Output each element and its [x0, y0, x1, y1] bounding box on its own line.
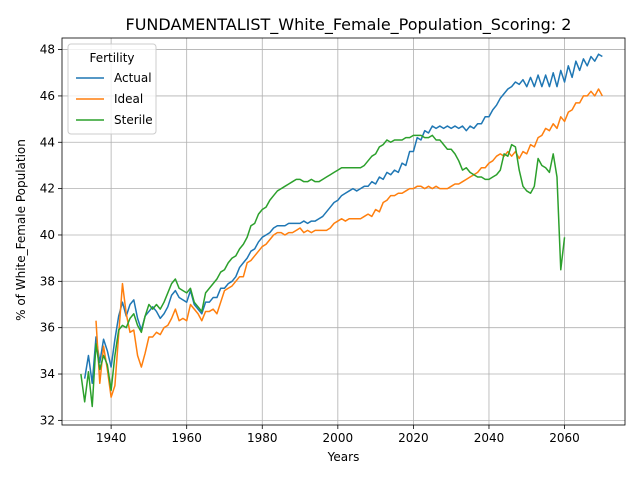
y-tick-label: 42	[40, 182, 55, 196]
series-layer	[80, 53, 603, 408]
x-tick-label: 2060	[549, 431, 580, 445]
x-tick-label: 2000	[323, 431, 354, 445]
y-tick-label: 44	[40, 135, 55, 149]
legend-label-sterile: Sterile	[114, 113, 153, 127]
x-axis-label: Years	[327, 450, 360, 464]
y-tick-label: 38	[40, 274, 55, 288]
legend: Fertility Actual Ideal Sterile	[67, 43, 157, 135]
y-tick-label: 36	[40, 321, 55, 335]
y-tick-label: 34	[40, 367, 55, 381]
x-axis-ticks: 1940 1960 1980 2000 2020 2040 2060	[96, 425, 580, 445]
legend-label-actual: Actual	[114, 71, 152, 85]
grid	[62, 38, 625, 425]
y-axis-ticks: 32 34 36 38 40 42 44 46 48	[40, 43, 62, 427]
chart-title: FUNDAMENTALIST_White_Female_Population_S…	[126, 15, 572, 35]
y-tick-label: 40	[40, 228, 55, 242]
y-tick-label: 32	[40, 413, 55, 427]
x-tick-label: 1960	[171, 431, 202, 445]
x-tick-label: 1940	[96, 431, 127, 445]
legend-title: Fertility	[89, 51, 134, 65]
x-tick-label: 2040	[474, 431, 505, 445]
x-tick-label: 2020	[398, 431, 429, 445]
series-line-sterile	[80, 134, 566, 408]
series-line-ideal	[95, 88, 603, 398]
legend-label-ideal: Ideal	[114, 92, 143, 106]
y-tick-label: 48	[40, 43, 55, 57]
legend-box	[67, 43, 157, 135]
y-tick-label: 46	[40, 89, 55, 103]
plot-frame	[61, 37, 626, 426]
series-line-actual	[83, 53, 603, 385]
x-tick-label: 1980	[247, 431, 278, 445]
y-axis-label: % of White_Female Population	[14, 139, 28, 321]
legend-items: Actual Ideal Sterile	[76, 71, 153, 127]
